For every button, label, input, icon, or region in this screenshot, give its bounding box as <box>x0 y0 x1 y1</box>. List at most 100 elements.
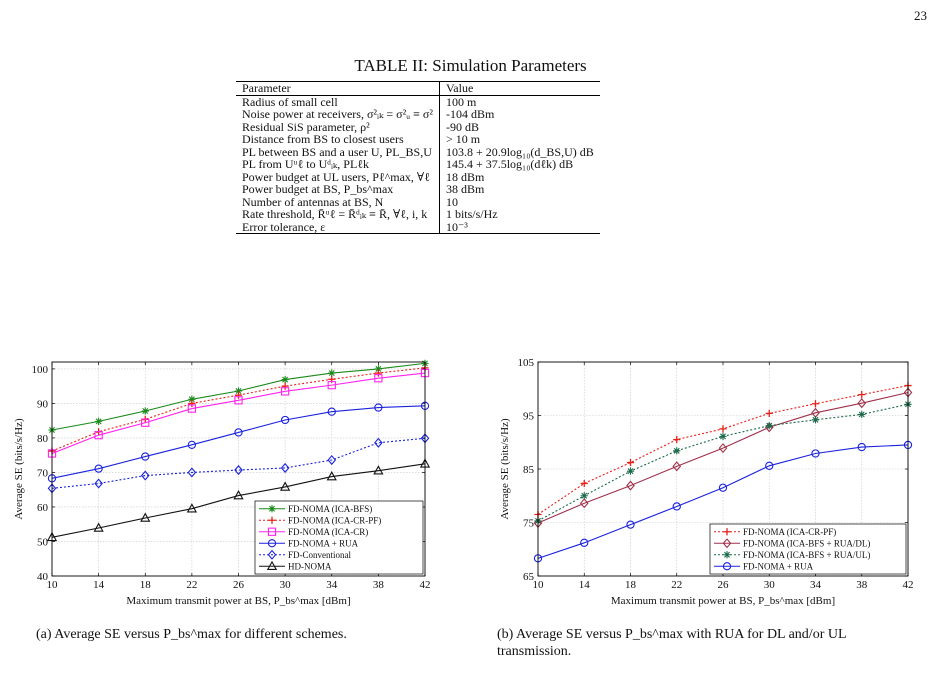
table-row: Number of antennas at BS, N 10 <box>236 195 600 208</box>
x-tick-label: 34 <box>326 579 338 591</box>
data-point <box>858 391 866 399</box>
y-tick-label: 75 <box>523 518 535 530</box>
data-point <box>187 440 197 449</box>
data-point <box>718 443 728 454</box>
x-tick-label: 42 <box>903 579 914 591</box>
caption-b: (b) Average SE versus P_bs^max with RUA … <box>497 627 846 659</box>
data-point <box>267 539 277 548</box>
parameter-cell: Radius of small cell <box>236 95 440 108</box>
data-point <box>328 369 336 377</box>
table-row: Power budget at UL users, Pℓ^max, ∀ℓ 18 d… <box>236 170 600 183</box>
data-point <box>811 400 820 408</box>
value-cell: 1 bits/s/Hz <box>445 207 498 221</box>
data-point <box>234 428 243 437</box>
data-point <box>234 391 243 399</box>
data-point <box>327 454 337 466</box>
data-point <box>811 449 820 458</box>
x-tick-label: 26 <box>718 579 730 591</box>
page-number: 23 <box>914 8 927 23</box>
data-point <box>857 398 867 409</box>
value-cell: 145.4 + 37.5log₁₀(dℓk) dB <box>445 157 574 171</box>
chart-a: 10 14 18 22 26 30 34 38 42 40 50 60 70 80 90 100 Maximum… <box>13 359 431 607</box>
table-row: Noise power at receivers, σ²ᵢₖ = σ²ᵤ ≡ σ… <box>236 108 600 121</box>
data-point <box>234 396 243 405</box>
value-cell: 103.8 + 20.9log₁₀(d_BS,U) dB <box>445 144 594 159</box>
data-point <box>722 538 732 549</box>
series-1 <box>534 381 912 519</box>
x-tick-label: 14 <box>579 579 591 591</box>
series-line <box>51 437 426 489</box>
y-tick-label: 95 <box>523 411 535 423</box>
data-point <box>268 516 276 524</box>
table-row: Residual SiS parameter, ρ² -90 dB <box>236 120 600 133</box>
table-row: PL between BS and a user U, PL_BS,U 103.8… <box>236 144 600 159</box>
parameter-cell: Noise power at receivers, σ²ᵢₖ = σ²ᵤ ≡ σ… <box>236 108 440 121</box>
y-axis-label: Average SE (bits/s/Hz) <box>13 418 25 520</box>
x-tick-label: 34 <box>810 579 822 591</box>
table-row: Rate threshold, R̄ᵘℓ = R̄ᵈᵢₖ ≡ R̄, ∀ℓ, i… <box>236 208 600 221</box>
legend-label: FD-NOMA (ICA-BFS) <box>288 504 372 514</box>
data-point <box>673 435 681 444</box>
data-point <box>279 481 291 491</box>
plot-frame <box>51 361 426 577</box>
series-5 <box>47 433 430 494</box>
series-line <box>537 391 909 524</box>
data-point <box>374 403 383 412</box>
chart-b: 10 14 18 22 26 30 34 38 42 65 75 85 95 105 Maximum tra… <box>499 357 914 607</box>
data-point <box>280 415 290 425</box>
data-point <box>327 380 336 390</box>
data-point <box>373 465 384 475</box>
value-cell: 100 m <box>445 94 477 109</box>
table-header-row: Parameter Value <box>236 81 600 96</box>
legend-label: HD-NOMA <box>288 561 332 571</box>
legend-label: FD-NOMA + RUA <box>743 561 814 571</box>
legend-label: FD-Conventional <box>288 550 351 560</box>
x-tick-label: 30 <box>764 579 776 591</box>
series-6 <box>46 458 431 542</box>
series-line <box>537 444 909 559</box>
y-tick-label: 50 <box>37 536 49 548</box>
data-point <box>267 549 277 560</box>
y-tick-label: 105 <box>518 357 535 369</box>
table-row: Radius of small cell 100 m <box>236 95 600 108</box>
data-point <box>626 458 635 467</box>
data-point <box>94 478 103 489</box>
data-point <box>234 387 243 395</box>
data-point <box>95 417 103 425</box>
data-point <box>580 538 589 547</box>
data-point <box>141 452 150 461</box>
data-point <box>94 431 103 440</box>
y-tick-label: 80 <box>37 433 49 445</box>
data-point <box>374 437 383 448</box>
x-tick-label: 26 <box>233 579 245 591</box>
legend-label: FD-NOMA (ICA-CR) <box>288 527 368 537</box>
data-point <box>811 416 820 424</box>
data-point <box>93 522 104 532</box>
data-point <box>765 461 774 470</box>
x-tick-label: 10 <box>47 579 59 591</box>
table-row: Error tolerance, ε 10⁻³ <box>236 220 600 234</box>
data-point <box>281 382 289 390</box>
data-point <box>580 492 588 500</box>
x-tick-label: 18 <box>140 579 152 591</box>
data-point <box>580 479 588 488</box>
parameter-cell: Error tolerance, ε <box>236 220 440 234</box>
data-point <box>672 502 681 511</box>
legend-box <box>254 500 424 575</box>
y-tick-label: 100 <box>32 364 49 376</box>
value-cell: 38 dBm <box>445 182 485 196</box>
x-tick-label: 38 <box>373 579 385 591</box>
legend-label: FD-NOMA (ICA-CR-PF) <box>288 515 381 525</box>
data-point <box>140 512 151 522</box>
data-point <box>718 483 728 492</box>
table-row: PL from Uᵘℓ to Uᵈᵢₖ, PLℓk 145.4 + 37.5log… <box>236 158 600 171</box>
legend-label: FD-NOMA (ICA-CR-PF) <box>743 527 836 537</box>
data-point <box>188 395 196 403</box>
y-tick-label: 60 <box>37 502 49 514</box>
plot-frame <box>537 361 909 577</box>
table-header-parameter: Parameter <box>236 81 440 96</box>
data-point <box>94 464 103 473</box>
y-tick-label: 40 <box>37 571 49 583</box>
value-cell: -104 dBm <box>445 107 495 121</box>
series-line <box>51 405 426 479</box>
